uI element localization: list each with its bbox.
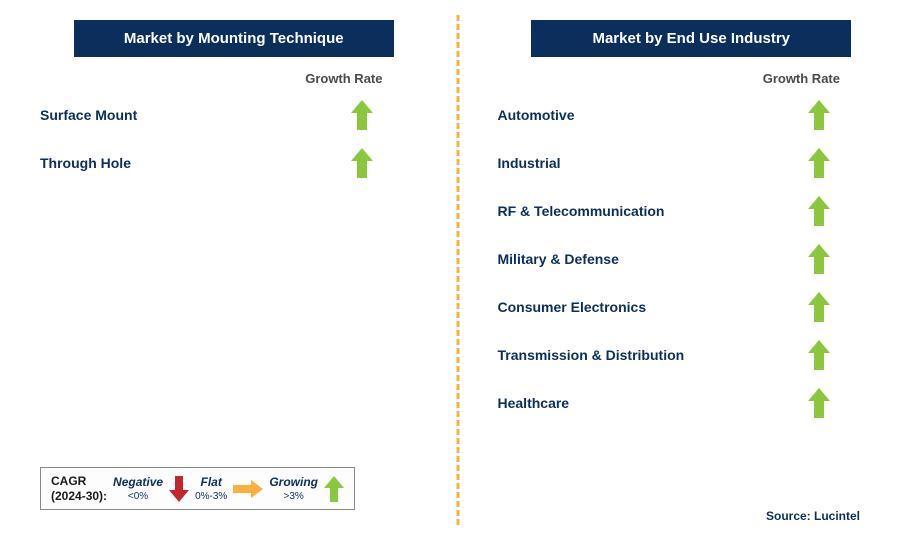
legend-flat: Flat 0%-3% <box>195 476 227 502</box>
row-label: Industrial <box>498 155 561 171</box>
row-label: Transmission & Distribution <box>498 347 685 363</box>
infographic-container: Market by Mounting Technique Growth Rate… <box>0 0 915 545</box>
left-panel: Market by Mounting Technique Growth Rate… <box>0 0 458 545</box>
arrow-up-icon <box>324 476 344 502</box>
arrow-up-icon <box>808 244 830 274</box>
arrow-up-icon <box>808 292 830 322</box>
arrow-up-icon <box>808 196 830 226</box>
row-label: Surface Mount <box>40 107 137 123</box>
arrow-up-icon <box>351 100 373 130</box>
data-row: Consumer Electronics <box>498 292 886 322</box>
legend-growing: Growing >3% <box>269 476 318 502</box>
source-attribution: Source: Lucintel <box>766 509 860 523</box>
arrow-up-icon <box>351 148 373 178</box>
row-label: Healthcare <box>498 395 570 411</box>
data-row: Automotive <box>498 100 886 130</box>
legend-negative: Negative <0% <box>113 476 163 502</box>
arrow-up-icon <box>808 388 830 418</box>
data-row: Military & Defense <box>498 244 886 274</box>
left-growth-header: Growth Rate <box>40 71 383 86</box>
legend-cagr-label: CAGR (2024-30): <box>51 474 107 503</box>
row-label: Through Hole <box>40 155 131 171</box>
row-label: Military & Defense <box>498 251 619 267</box>
left-header: Market by Mounting Technique <box>74 20 394 57</box>
cagr-legend: CAGR (2024-30): Negative <0% Flat 0%-3% … <box>40 467 355 510</box>
arrow-down-icon <box>169 476 189 502</box>
right-growth-header: Growth Rate <box>498 71 841 86</box>
right-header: Market by End Use Industry <box>531 20 851 57</box>
data-row: Healthcare <box>498 388 886 418</box>
arrow-up-icon <box>808 340 830 370</box>
arrow-up-icon <box>808 148 830 178</box>
row-label: RF & Telecommunication <box>498 203 665 219</box>
arrow-up-icon <box>808 100 830 130</box>
right-panel: Market by End Use Industry Growth Rate A… <box>458 0 915 545</box>
row-label: Consumer Electronics <box>498 299 647 315</box>
data-row: Surface Mount <box>40 100 428 130</box>
row-label: Automotive <box>498 107 575 123</box>
right-rows: Automotive Industrial RF & Telecommunicati… <box>498 100 886 418</box>
data-row: Transmission & Distribution <box>498 340 886 370</box>
data-row: RF & Telecommunication <box>498 196 886 226</box>
arrow-right-icon <box>233 480 263 498</box>
data-row: Through Hole <box>40 148 428 178</box>
data-row: Industrial <box>498 148 886 178</box>
left-rows: Surface Mount Through Hole <box>40 100 428 178</box>
